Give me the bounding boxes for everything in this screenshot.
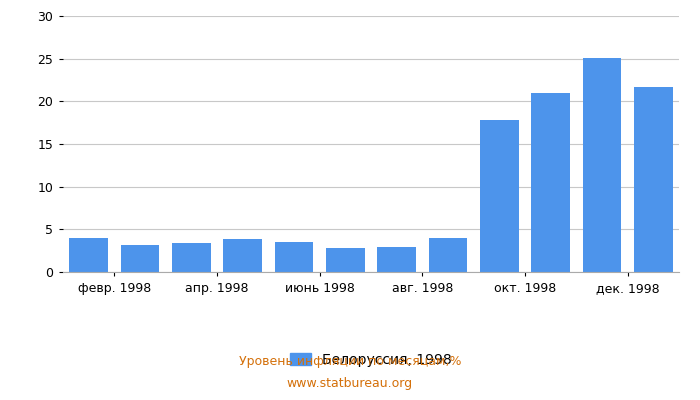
Bar	[223, 239, 262, 272]
Bar	[428, 238, 468, 272]
Bar	[69, 238, 108, 272]
Bar	[172, 243, 211, 272]
Bar	[634, 87, 673, 272]
Bar	[582, 58, 622, 272]
Bar	[480, 120, 519, 272]
Bar	[531, 93, 570, 272]
Bar	[377, 247, 416, 272]
Text: Уровень инфляции по месяцам,%: Уровень инфляции по месяцам,%	[239, 356, 461, 368]
Legend: Белоруссия, 1998: Белоруссия, 1998	[285, 348, 457, 372]
Bar	[274, 242, 314, 272]
Text: www.statbureau.org: www.statbureau.org	[287, 378, 413, 390]
Bar	[326, 248, 365, 272]
Bar	[120, 245, 160, 272]
